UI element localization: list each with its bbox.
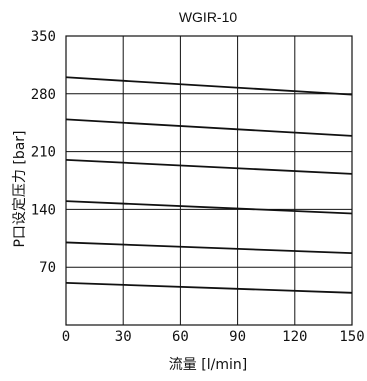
plot-frame-layer <box>65 35 353 326</box>
x-tick-label-layer: 0 30 60 90 120 150 <box>62 329 365 345</box>
series-line-6 <box>65 281 353 294</box>
series-line-4 <box>65 200 353 215</box>
x-tick-label-60: 60 <box>172 329 189 345</box>
x-tick-label-150: 150 <box>339 329 364 345</box>
y-tick-label-280: 280 <box>31 87 56 103</box>
chart-title: WGIR-10 <box>179 9 238 25</box>
x-tick-label-0: 0 <box>62 329 70 345</box>
y-tick-label-layer: 70 140 210 280 350 <box>31 29 56 276</box>
y-tick-label-350: 350 <box>31 29 56 45</box>
x-tick-label-120: 120 <box>282 329 307 345</box>
series-line-1 <box>65 76 353 96</box>
y-axis-label: P口设定压力 [bar] <box>12 130 28 247</box>
y-tick-label-70: 70 <box>39 260 56 276</box>
plot-frame <box>65 35 353 326</box>
y-tick-label-210: 210 <box>31 145 56 161</box>
series-line-3 <box>65 158 353 175</box>
x-tick-label-90: 90 <box>229 329 246 345</box>
series-layer <box>65 76 353 294</box>
series-line-5 <box>65 241 353 255</box>
x-axis-label: 流量 [l/min] <box>169 357 247 373</box>
series-line-2 <box>65 118 353 137</box>
x-tick-label-30: 30 <box>115 329 132 345</box>
y-tick-label-140: 140 <box>31 202 56 218</box>
